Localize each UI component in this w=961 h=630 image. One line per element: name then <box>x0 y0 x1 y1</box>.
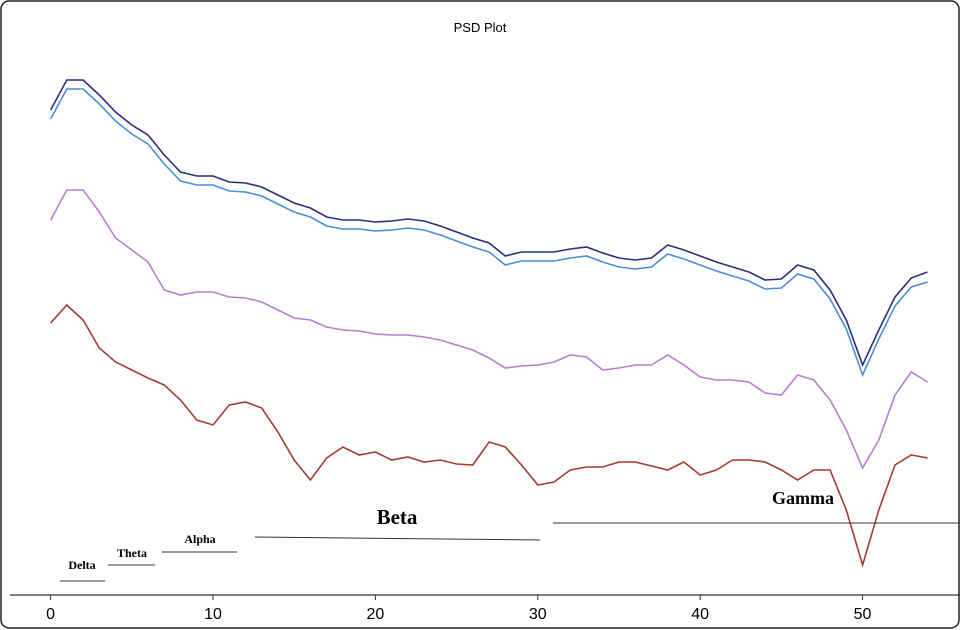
band-label: Gamma <box>772 488 834 508</box>
series-line <box>49 189 928 470</box>
series-line <box>49 79 928 368</box>
chart-title: PSD Plot <box>454 20 507 35</box>
band-label: Beta <box>377 505 418 529</box>
x-tick-label: 50 <box>854 606 872 623</box>
band-label: Alpha <box>184 532 215 546</box>
x-tick-label: 0 <box>46 606 55 623</box>
series-line <box>49 88 928 378</box>
series-line <box>50 303 928 568</box>
x-tick-label: 40 <box>691 606 709 623</box>
x-tick-label: 20 <box>366 606 384 623</box>
band-label: Delta <box>68 558 95 572</box>
x-tick-label: 30 <box>529 606 547 623</box>
band-label: Theta <box>117 546 147 560</box>
band-line <box>254 536 541 541</box>
x-tick-label: 10 <box>204 606 222 623</box>
